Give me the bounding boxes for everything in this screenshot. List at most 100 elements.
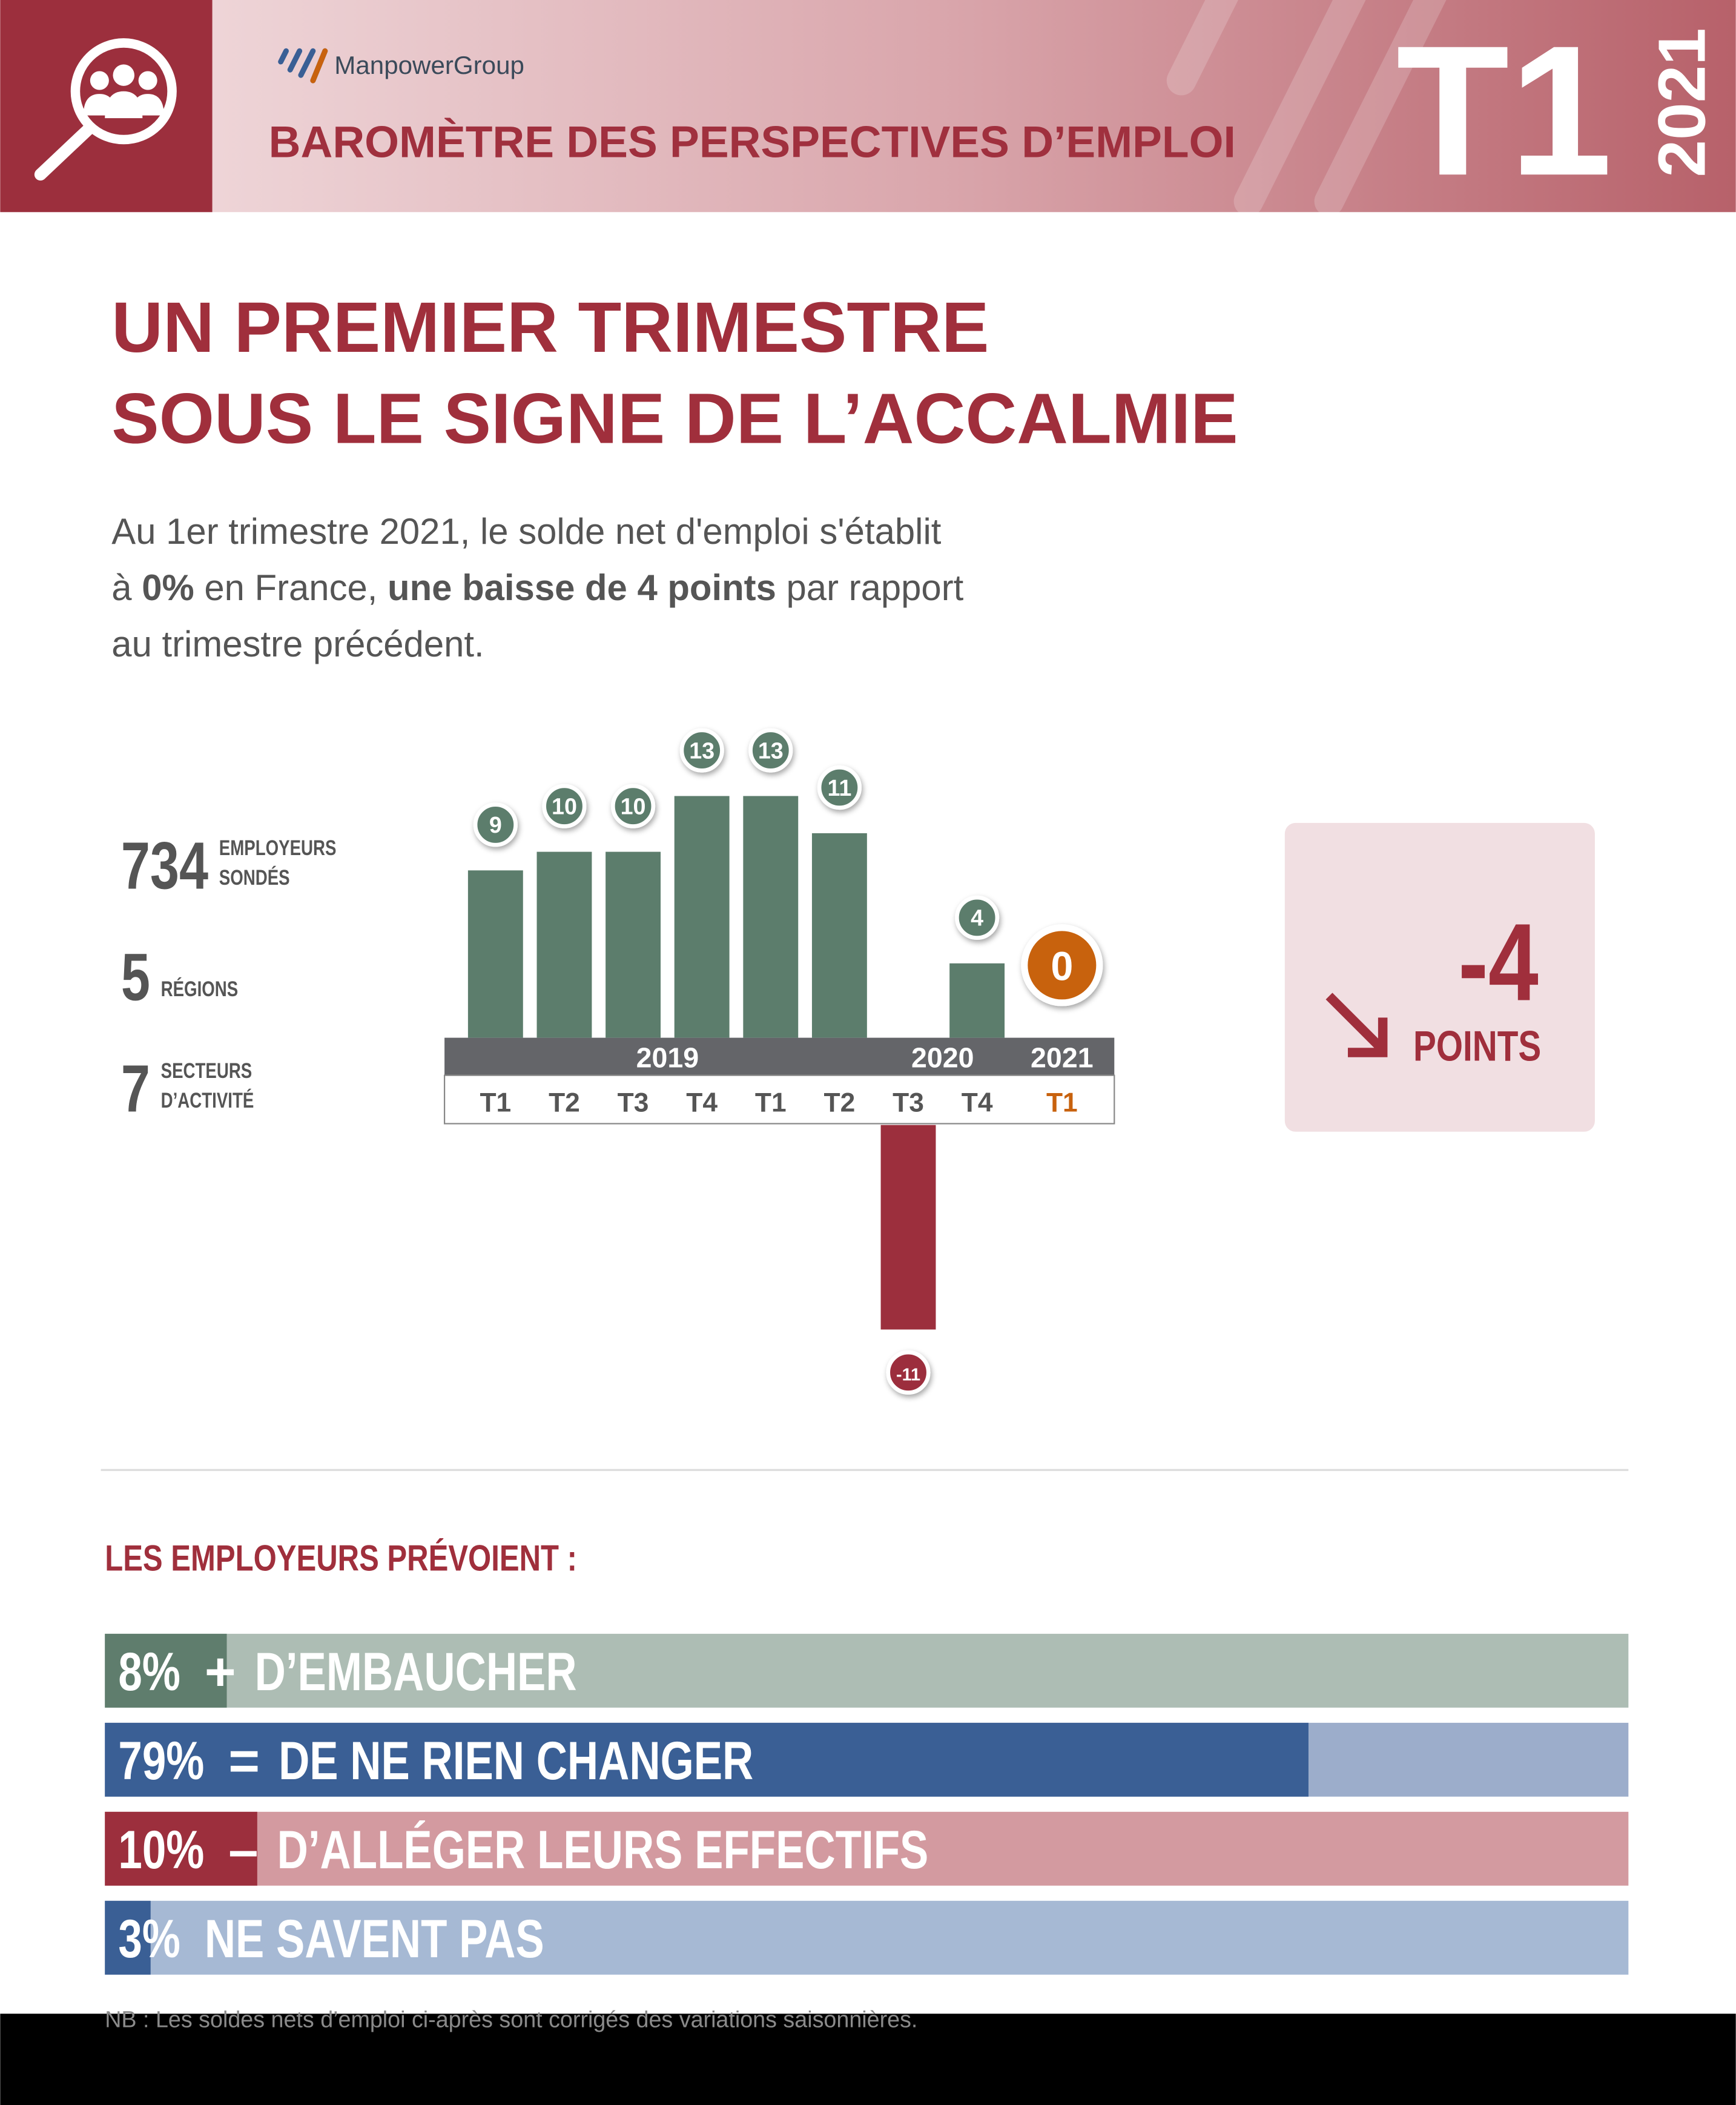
year-label: 2019 — [636, 1042, 699, 1073]
bar-track — [105, 1633, 1629, 1708]
value-label: 8% — [118, 1642, 180, 1702]
value-label: 0 — [1051, 944, 1073, 989]
change-unit: POINTS — [1413, 1022, 1541, 1070]
sign: = — [228, 1731, 260, 1791]
bar-track — [105, 1900, 1629, 1975]
bar — [105, 1900, 151, 1975]
bottom-band — [0, 2014, 1736, 2105]
header-band — [0, 0, 1736, 213]
change-box — [1284, 822, 1595, 1132]
bar — [743, 796, 799, 1038]
value-label: 10 — [552, 794, 577, 819]
bar — [880, 1125, 936, 1330]
value-badge — [610, 784, 656, 828]
value-badge — [679, 728, 724, 773]
brand-logo — [278, 48, 328, 84]
header-quarter: T1 — [1396, 7, 1612, 214]
value-badge — [886, 1350, 931, 1395]
bar — [536, 851, 592, 1038]
value-badge — [748, 728, 793, 773]
year-label: 2021 — [1031, 1042, 1094, 1073]
bar-label: DE NE RIEN CHANGER — [279, 1731, 753, 1791]
stat-label: RÉGIONS — [161, 977, 239, 1001]
quarter-label: T2 — [824, 1088, 856, 1118]
stat-label: SONDÉS — [219, 865, 290, 890]
bar — [949, 963, 1005, 1038]
section-title: LES EMPLOYEURS PRÉVOIENT : — [105, 1538, 577, 1579]
value-label: 4 — [971, 905, 983, 931]
intro-line: à 0% en France, une baisse de 4 points p… — [111, 567, 963, 608]
intro-text: par rapport — [776, 567, 964, 608]
bar — [105, 1811, 257, 1886]
quarter-label: T4 — [686, 1088, 718, 1118]
value-badge — [955, 895, 1000, 940]
header-year: 2021 — [1645, 28, 1720, 177]
value-label: 9 — [489, 812, 502, 838]
headline: SOUS LE SIGNE DE L’ACCALMIE — [111, 379, 1238, 458]
bar — [674, 796, 730, 1038]
stat-value: 7 — [121, 1051, 150, 1126]
header-title: BAROMÈTRE DES PERSPECTIVES D’EMPLOI — [269, 117, 1236, 167]
value-badge — [473, 802, 518, 847]
header-decoration — [1166, 0, 1447, 216]
quarter-label: T1 — [480, 1088, 511, 1118]
percent-bars: 8% + D’EMBAUCHER 79% = DE NE RIEN CHANGER 10% –… — [105, 1633, 1629, 1975]
bar-chart: 9 T1 10 T2 10 T3 13 T4 13 T1 11 T2 -11 T3 4 T4 0 T1 2019 20… — [443, 728, 1115, 1395]
stat-value: 5 — [121, 940, 150, 1015]
intro-text: une baisse de 4 points — [388, 567, 776, 608]
bar — [606, 851, 661, 1038]
stat-label: D’ACTIVITÉ — [161, 1088, 254, 1112]
value-label: -11 — [896, 1366, 920, 1385]
stat-value: 734 — [121, 828, 208, 904]
value-badge — [817, 765, 862, 810]
intro-line: au trimestre précédent. — [111, 624, 484, 664]
value-label: 13 — [689, 738, 715, 763]
quarter-label: T3 — [893, 1088, 924, 1118]
axis-year-band — [444, 1037, 1115, 1076]
bar-track — [105, 1811, 1629, 1886]
intro-line: Au 1er trimestre 2021, le solde net d'em… — [111, 511, 941, 552]
quarter-label: T1 — [755, 1088, 787, 1118]
quarter-label: T1 — [1046, 1088, 1078, 1118]
bar — [105, 1633, 227, 1708]
brand-name: ManpowerGroup — [334, 51, 524, 79]
sign: – — [228, 1820, 258, 1880]
intro-text: Au 1er trimestre 2021, le solde net d'em… — [111, 511, 941, 552]
intro: Au 1er trimestre 2021, le solde net d'em… — [111, 511, 963, 664]
value-label: 79% — [118, 1731, 204, 1791]
year-label: 2020 — [911, 1042, 974, 1073]
down-arrow — [1325, 993, 1388, 1057]
bar — [467, 870, 523, 1038]
people-icon — [83, 64, 164, 119]
bar-label: D’EMBAUCHER — [255, 1642, 577, 1702]
stat-label: EMPLOYEURS — [219, 836, 337, 860]
value-label: 13 — [758, 738, 784, 763]
bar-label: D’ALLÉGER LEURS EFFECTIFS — [277, 1820, 929, 1880]
axis-quarter-band — [443, 1074, 1115, 1125]
quarter-label: T2 — [549, 1088, 580, 1118]
stats: 734 EMPLOYEURS SONDÉS 5 RÉGIONS 7 SECTEURS D’AC… — [121, 828, 337, 1126]
quarter-label: T3 — [618, 1088, 649, 1118]
value-label: 11 — [827, 775, 851, 801]
footnote: NB : Les soldes nets d’emploi ci-après s… — [105, 2006, 917, 2032]
bar — [105, 1722, 1309, 1797]
value-label: 10% — [118, 1820, 204, 1880]
intro-text: en France, — [194, 567, 388, 608]
intro-text: au trimestre précédent. — [111, 624, 484, 664]
sign: + — [205, 1642, 236, 1702]
intro-text: 0% — [142, 567, 194, 608]
value-badge — [1021, 924, 1103, 1006]
value-badge — [542, 784, 587, 828]
search-icon — [34, 38, 177, 181]
intro-text: à — [111, 567, 142, 608]
value-label: 3% — [118, 1909, 180, 1969]
value-label: 10 — [621, 794, 646, 819]
bar — [811, 833, 867, 1038]
stat-label: SECTEURS — [161, 1059, 252, 1083]
bar-label: NE SAVENT PAS — [205, 1909, 544, 1969]
quarter-label: T4 — [962, 1088, 993, 1118]
headline: UN PREMIER TRIMESTRE — [111, 288, 989, 367]
change-value: -4 — [1458, 902, 1539, 1024]
